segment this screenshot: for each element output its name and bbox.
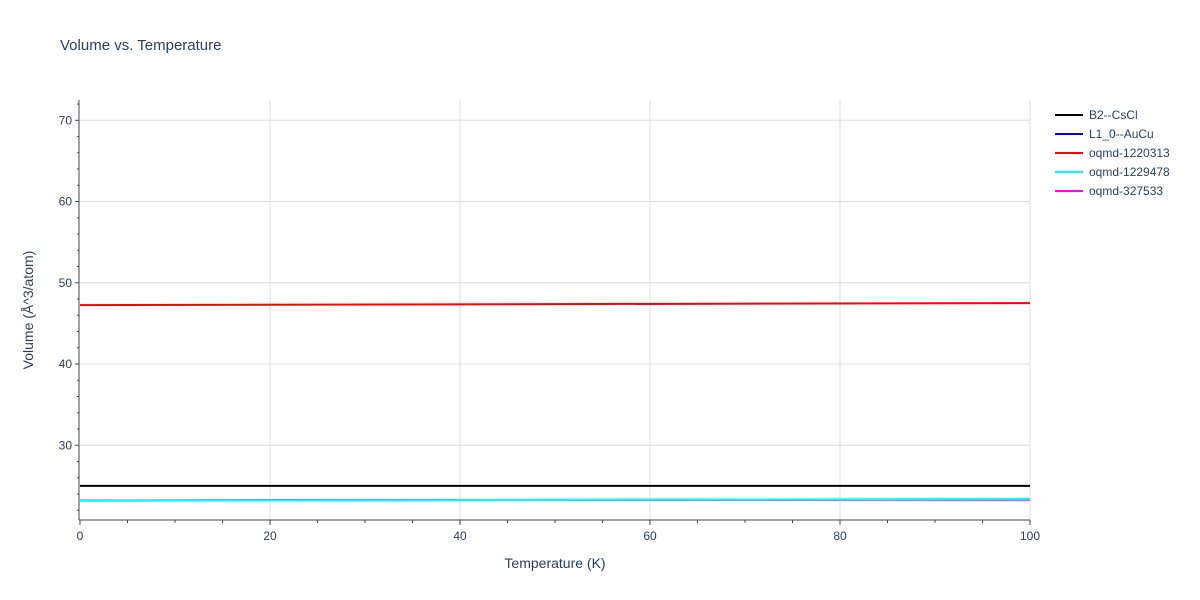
x-axis-title: Temperature (K): [504, 555, 605, 571]
chart-title: Volume vs. Temperature: [60, 37, 221, 54]
grid: [80, 100, 1031, 520]
legend-label: oqmd-1220313: [1089, 146, 1170, 160]
legend-label: B2--CsCl: [1089, 108, 1138, 122]
legend-label: L1_0--AuCu: [1089, 127, 1154, 141]
y-tick-label: 60: [59, 195, 73, 209]
legend: B2--CsCl L1_0--AuCu oqmd-1220313 oqmd-12294…: [1055, 108, 1170, 198]
y-tick-label: 40: [59, 357, 73, 371]
legend-label: oqmd-327533: [1089, 184, 1163, 198]
axes: [78, 100, 1030, 521]
x-tick-label: 80: [833, 529, 847, 543]
series-lines: [79, 302, 1031, 502]
legend-label: oqmd-1229478: [1089, 165, 1170, 179]
y-axis-title: Volume (Å^3/atom): [20, 251, 36, 370]
ticks: 0 20 40 60 80 100 30 40 50 60 70: [59, 103, 1040, 543]
y-tick-label: 50: [59, 276, 73, 290]
series-line: [79, 302, 1031, 307]
x-tick-label: 40: [453, 529, 467, 543]
x-tick-label: 20: [263, 529, 277, 543]
x-tick-label: 100: [1020, 529, 1040, 543]
x-tick-label: 60: [643, 529, 657, 543]
y-tick-label: 30: [59, 438, 73, 452]
series-line: [79, 497, 1031, 502]
x-tick-label: 0: [77, 529, 84, 543]
y-tick-label: 70: [59, 113, 73, 127]
